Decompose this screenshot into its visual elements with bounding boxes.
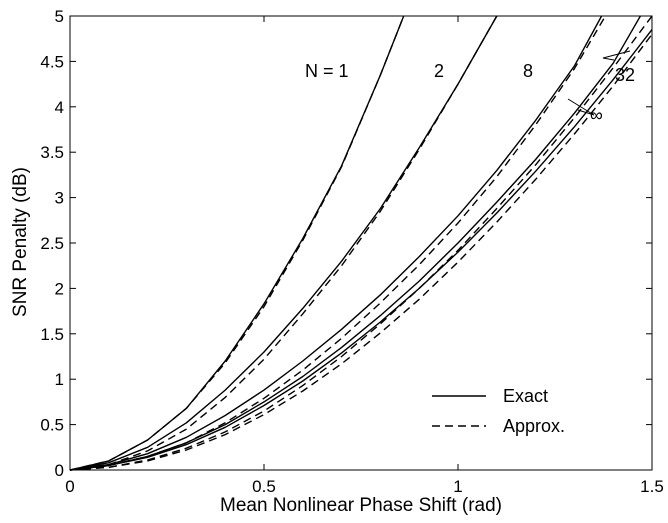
annotation-n32: 32 xyxy=(615,65,635,85)
legend-label-exact: Exact xyxy=(503,386,548,406)
x-axis-label: Mean Nonlinear Phase Shift (rad) xyxy=(220,495,502,516)
legend-label-approx: Approx. xyxy=(503,416,565,436)
y-tick-label: 3 xyxy=(55,189,64,208)
series-line-solid-6 xyxy=(69,15,642,471)
curves-layer xyxy=(69,15,653,471)
y-tick-label: 4.5 xyxy=(40,52,64,71)
annotation-n32-pointer xyxy=(602,50,631,61)
series-line-solid-4 xyxy=(69,15,603,471)
y-tick-label: 1.5 xyxy=(40,325,64,344)
annotation-ninf: ∞ xyxy=(590,105,603,125)
y-tick-label: 2.5 xyxy=(40,234,64,253)
y-tick-label: 1 xyxy=(55,370,64,389)
annotation-n2: 2 xyxy=(434,61,444,81)
y-tick-label: 5 xyxy=(55,7,64,26)
y-tick-label: 3.5 xyxy=(40,143,64,162)
y-tick-label: 0 xyxy=(55,461,64,480)
series-line-solid-2 xyxy=(69,15,498,471)
x-tick-label: 1.5 xyxy=(640,477,664,496)
annotation-n8: 8 xyxy=(523,61,533,81)
legend: Exact Approx. xyxy=(432,386,565,436)
annotation-ninf-pointer xyxy=(567,98,595,116)
series-line-dashed-1 xyxy=(69,15,405,471)
x-tick-label: 0.5 xyxy=(252,477,276,496)
y-tick-label: 4 xyxy=(55,98,64,117)
series-line-dashed-9 xyxy=(69,33,653,471)
y-axis-ticks: 0 0.5 1 1.5 2 2.5 3 3.5 4 4.5 5 xyxy=(40,7,652,480)
plot-frame xyxy=(69,15,653,471)
y-tick-label: 2 xyxy=(55,279,64,298)
y-tick-label: 0.5 xyxy=(40,416,64,435)
series-line-solid-0 xyxy=(69,15,405,471)
y-axis-label: SNR Penalty (dB) xyxy=(10,167,31,317)
series-line-dashed-7 xyxy=(69,15,653,471)
x-tick-label: 1 xyxy=(453,477,462,496)
series-line-solid-8 xyxy=(69,29,653,471)
x-axis-ticks: 0 0.5 1 1.5 xyxy=(65,16,664,496)
annotation-n1: N = 1 xyxy=(305,61,349,81)
x-tick-label: 0 xyxy=(65,477,74,496)
